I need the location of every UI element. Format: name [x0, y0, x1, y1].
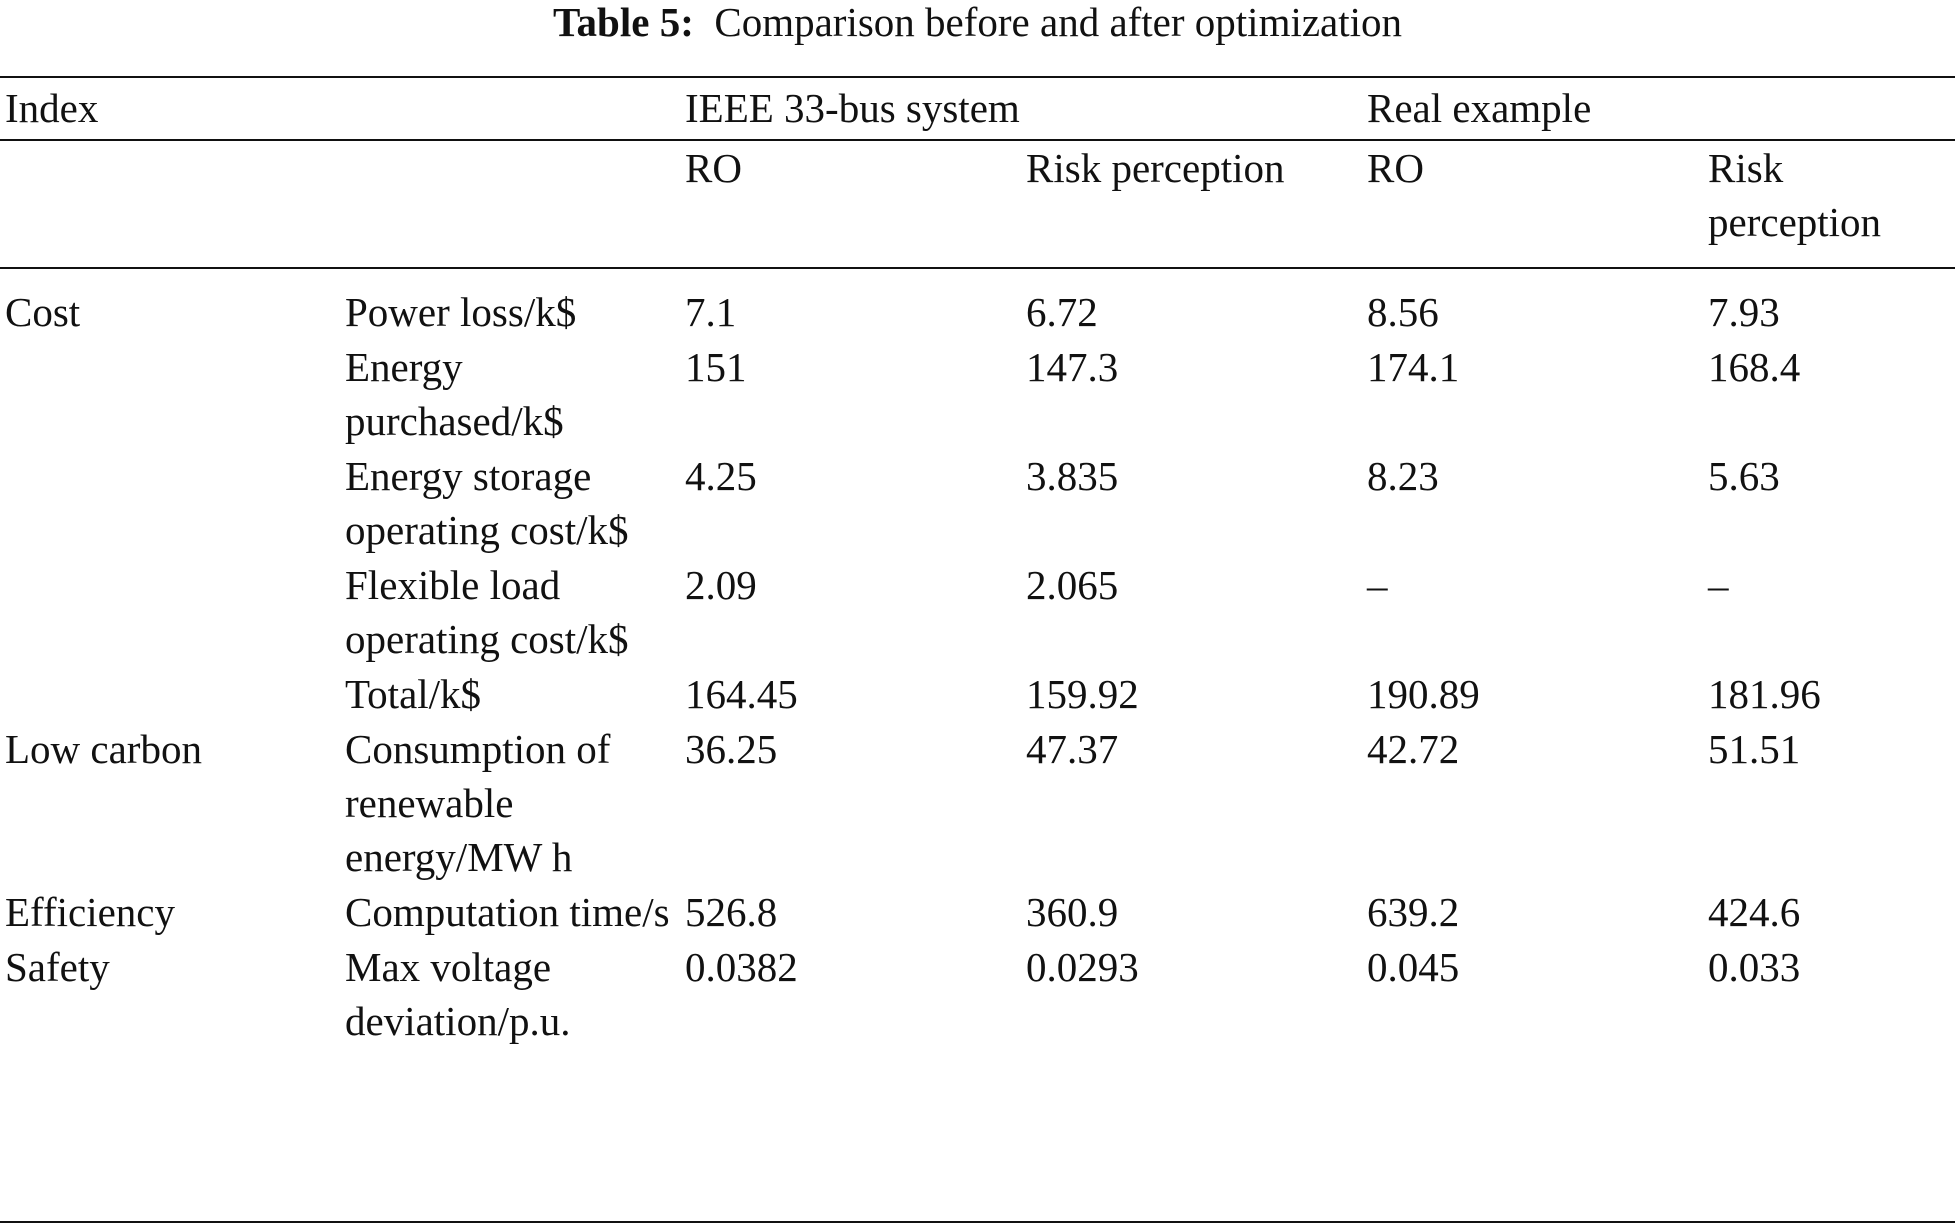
table-caption: Table 5: Comparison before and after opt…	[0, 0, 1955, 44]
value-cell: 190.89	[1367, 671, 1480, 717]
value-cell: 174.1	[1367, 344, 1460, 390]
value-cell: 7.1	[685, 289, 737, 335]
index-header: Index	[5, 85, 99, 131]
value-cell: 0.0382	[685, 944, 798, 990]
subheader-risk-perception: Risk perception	[1026, 145, 1285, 191]
category-cell	[0, 448, 340, 557]
item-cell: Energy purchased/k$	[345, 344, 564, 444]
value-cell: –	[1367, 562, 1388, 608]
value-cell: 4.25	[685, 453, 757, 499]
table-row: Total/k$ 164.45 159.92 190.89 181.96	[0, 666, 1955, 721]
header-group-row: Index IEEE 33-bus system Real example	[0, 78, 1955, 139]
group-rule	[0, 139, 1955, 141]
value-cell: 5.63	[1708, 453, 1780, 499]
value-cell: 8.56	[1367, 289, 1439, 335]
value-cell: 51.51	[1708, 726, 1801, 772]
value-cell: 47.37	[1026, 726, 1119, 772]
empty-header-cell	[340, 139, 680, 267]
table-row: Energy storage operating cost/k$ 4.25 3.…	[0, 448, 1955, 557]
value-cell: 168.4	[1708, 344, 1801, 390]
table-row: Energy purchased/k$ 151 147.3 174.1 168.…	[0, 339, 1955, 448]
table-row: Efficiency Computation time/s 526.8 360.…	[0, 884, 1955, 939]
item-cell: Computation time/s	[345, 889, 670, 935]
value-cell: 151	[685, 344, 747, 390]
value-cell: 3.835	[1026, 453, 1119, 499]
value-cell: 424.6	[1708, 889, 1801, 935]
value-cell: 2.065	[1026, 562, 1119, 608]
item-cell: Consumption of renewable energy/MW h	[345, 726, 611, 880]
table-title: Comparison before and after optimization	[714, 0, 1403, 45]
category-cell	[0, 666, 340, 721]
category-cell	[0, 339, 340, 448]
item-cell: Total/k$	[345, 671, 482, 717]
group-header-ieee: IEEE 33-bus system	[685, 85, 1020, 131]
subheader-risk-perception: Risk perception	[1708, 145, 1882, 245]
group-header-real: Real example	[1367, 85, 1592, 131]
value-cell: 42.72	[1367, 726, 1460, 772]
category-cell	[0, 557, 340, 666]
category-cell: Efficiency	[5, 889, 175, 935]
value-cell: 6.72	[1026, 289, 1098, 335]
value-cell: 526.8	[685, 889, 778, 935]
value-cell: 164.45	[685, 671, 798, 717]
item-cell: Power loss/k$	[345, 289, 577, 335]
table-row: Cost Power loss/k$ 7.1 6.72 8.56 7.93	[0, 267, 1955, 339]
value-cell: 0.033	[1708, 944, 1801, 990]
category-cell: Low carbon	[5, 726, 202, 772]
category-cell: Cost	[5, 289, 81, 335]
subheader-ro: RO	[685, 145, 742, 191]
subheader-ro: RO	[1367, 145, 1424, 191]
category-cell: Safety	[5, 944, 110, 990]
value-cell: 147.3	[1026, 344, 1119, 390]
item-cell: Energy storage operating cost/k$	[345, 453, 629, 553]
table-row: Safety Max voltage deviation/p.u. 0.0382…	[0, 939, 1955, 1048]
value-cell: 2.09	[685, 562, 757, 608]
value-cell: 360.9	[1026, 889, 1119, 935]
item-cell: Max voltage deviation/p.u.	[345, 944, 571, 1044]
bottom-rule	[0, 1221, 1955, 1223]
value-cell: 639.2	[1367, 889, 1460, 935]
empty-header-cell	[0, 139, 340, 267]
value-cell: 7.93	[1708, 289, 1780, 335]
comparison-table: Index IEEE 33-bus system Real example RO…	[0, 78, 1955, 1048]
empty-header-cell	[340, 78, 680, 139]
value-cell: 0.045	[1367, 944, 1460, 990]
value-cell: 0.0293	[1026, 944, 1139, 990]
table-number: Table 5:	[552, 0, 694, 45]
header-subheader-row: RO Risk perception RO Risk perception	[0, 139, 1955, 267]
value-cell: 181.96	[1708, 671, 1821, 717]
table-row: Low carbon Consumption of renewable ener…	[0, 721, 1955, 884]
value-cell: 8.23	[1367, 453, 1439, 499]
top-rule	[0, 76, 1955, 78]
value-cell: 159.92	[1026, 671, 1139, 717]
value-cell: –	[1708, 562, 1729, 608]
item-cell: Flexible load operating cost/k$	[345, 562, 629, 662]
header-rule	[0, 267, 1955, 269]
table-row: Flexible load operating cost/k$ 2.09 2.0…	[0, 557, 1955, 666]
value-cell: 36.25	[685, 726, 778, 772]
